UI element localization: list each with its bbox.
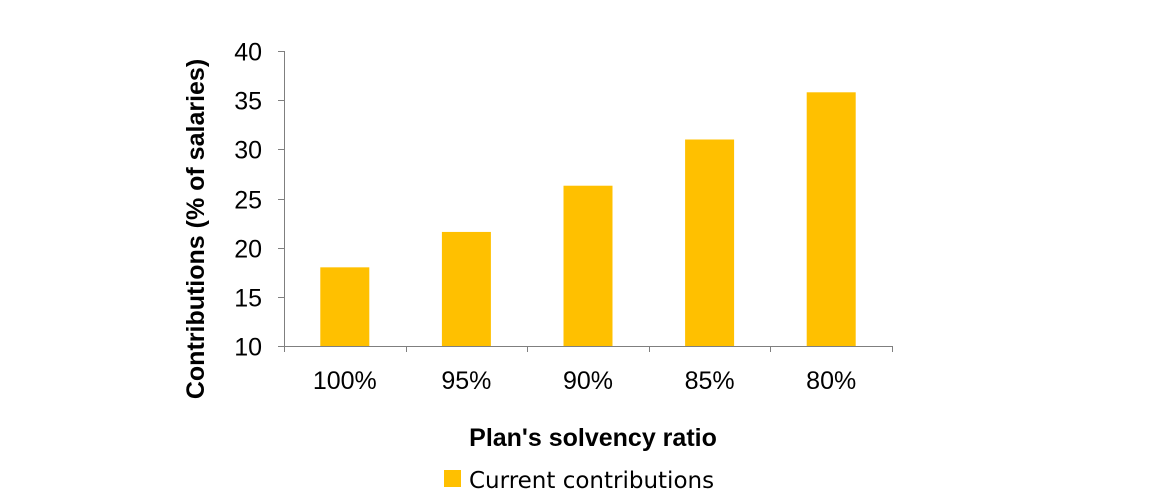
y-tick-label: 20	[234, 236, 262, 264]
bar	[441, 231, 491, 346]
bar	[685, 139, 735, 346]
x-tick-label: 85%	[685, 367, 735, 395]
y-tick-label: 10	[234, 334, 262, 362]
bars	[320, 92, 856, 346]
y-axis-ticks: 10 15 20 25 30 35 40	[234, 39, 284, 362]
y-axis-title: Contributions (% of salaries)	[182, 59, 210, 399]
bar	[320, 267, 370, 346]
x-axis-ticks: 100% 95% 90% 85% 80%	[284, 346, 893, 395]
y-tick-label: 30	[234, 137, 262, 165]
x-tick-label: 90%	[563, 367, 613, 395]
y-tick-label: 40	[234, 39, 262, 67]
bar	[806, 92, 856, 346]
bar	[563, 185, 613, 346]
x-axis-title: Plan's solvency ratio	[469, 424, 717, 452]
y-tick-label: 25	[234, 187, 262, 215]
y-tick-label: 35	[234, 88, 262, 116]
legend-label: Current contributions	[469, 468, 714, 494]
legend-swatch	[444, 470, 461, 487]
y-tick-label: 15	[234, 285, 262, 313]
legend: Current contributions	[444, 468, 714, 494]
x-tick-label: 100%	[313, 367, 377, 395]
x-tick-label: 95%	[441, 367, 491, 395]
x-tick-label: 80%	[806, 367, 856, 395]
